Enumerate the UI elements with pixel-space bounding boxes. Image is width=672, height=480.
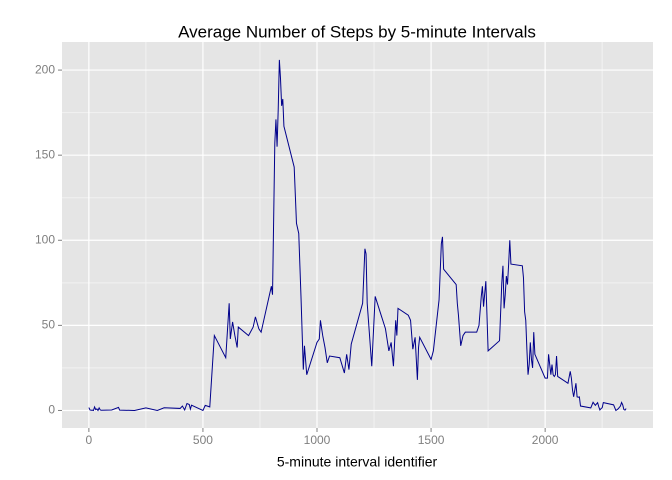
y-tick-label: 150 bbox=[35, 147, 55, 161]
x-axis-label: 5-minute interval identifier bbox=[277, 454, 438, 470]
x-tick-label: 2000 bbox=[532, 433, 559, 447]
plot-background bbox=[62, 42, 653, 428]
y-tick-label: 50 bbox=[42, 318, 56, 332]
x-tick-label: 0 bbox=[86, 433, 93, 447]
chart-title: Average Number of Steps by 5-minute Inte… bbox=[178, 22, 536, 41]
x-tick-label: 500 bbox=[193, 433, 213, 447]
y-tick-label: 100 bbox=[35, 232, 55, 246]
x-tick-label: 1000 bbox=[304, 433, 331, 447]
data-line bbox=[88, 59, 627, 412]
x-tick-label: 1500 bbox=[418, 433, 445, 447]
y-tick-label: 200 bbox=[35, 62, 55, 76]
y-tick-label: 0 bbox=[48, 403, 55, 417]
